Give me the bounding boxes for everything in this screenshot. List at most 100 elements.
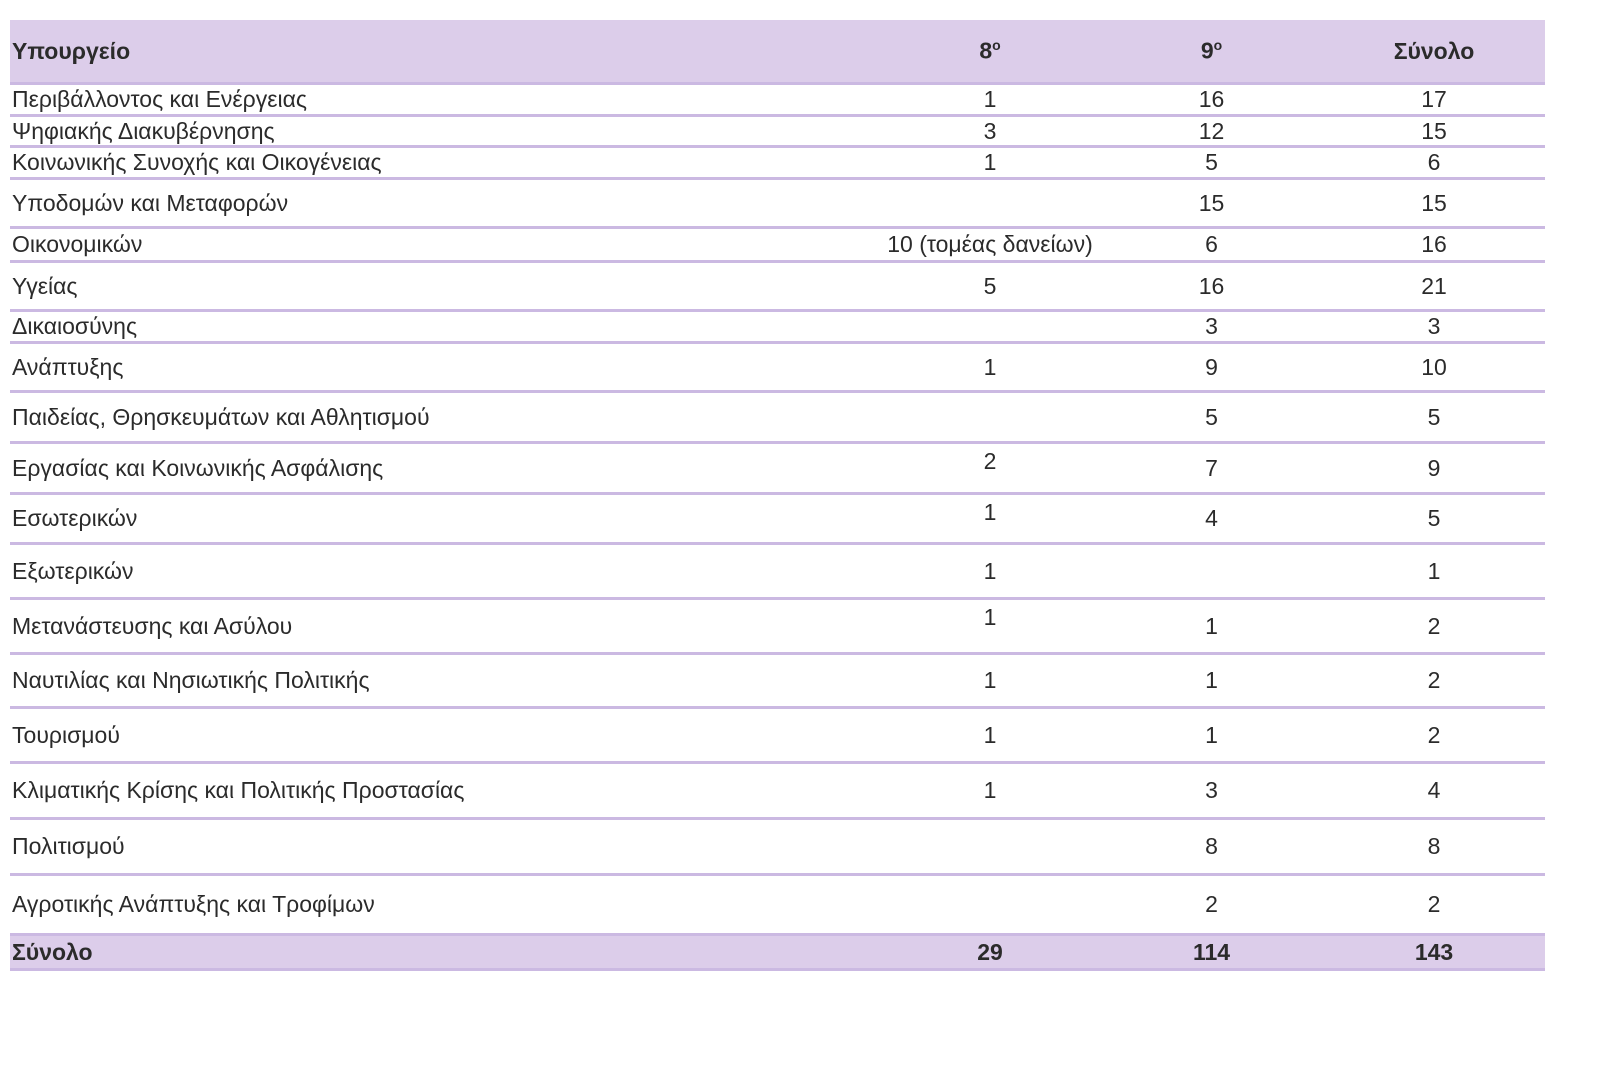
header-label: Υπουργείο (12, 37, 131, 64)
cell-9th: 16 (1100, 83, 1323, 117)
cell-ministry: Πολιτισμού (10, 818, 880, 876)
cell-total: 10 (1323, 342, 1545, 393)
table-row: Δικαιοσύνης 3 3 (10, 310, 1545, 344)
cell-ministry: Μετανάστευσης και Ασύλου (10, 598, 880, 655)
cell-ministry: Ανάπτυξης (10, 342, 880, 393)
header-sup: ο (1213, 37, 1223, 54)
cell-total: 17 (1323, 83, 1545, 117)
cell-ministry: Δικαιοσύνης (10, 310, 880, 344)
table-row: Οικονομικών 10 (τομέας δανείων) 6 16 (10, 227, 1545, 263)
cell-ministry: Περιβάλλοντος και Ενέργειας (10, 83, 880, 117)
cell-ministry: Εργασίας και Κοινωνικής Ασφάλισης (10, 442, 880, 495)
table-row: Ναυτιλίας και Νησιωτικής Πολιτικής 1 1 2 (10, 653, 1545, 709)
table-row: Εργασίας και Κοινωνικής Ασφάλισης 2 7 9 (10, 442, 1545, 495)
cell-9th: 6 (1100, 227, 1323, 263)
cell-ministry: Κλιματικής Κρίσης και Πολιτικής Προστασί… (10, 762, 880, 820)
cell-ministry: Εξωτερικών (10, 543, 880, 600)
cell-8th (880, 391, 1100, 444)
cell-8th: 1 (880, 707, 1100, 764)
cell-ministry: Υποδομών και Μεταφορών (10, 178, 880, 229)
total-8th: 29 (880, 933, 1100, 971)
cell-9th: 8 (1100, 818, 1323, 876)
table-row: Εξωτερικών 1 1 (10, 543, 1545, 600)
cell-9th: 2 (1100, 874, 1323, 936)
header-row: Υπουργείο 8ο 9ο Σύνολο (10, 20, 1545, 85)
cell-ministry: Κοινωνικής Συνοχής και Οικογένειας (10, 146, 880, 180)
cell-9th: 1 (1100, 707, 1323, 764)
total-9th: 114 (1100, 933, 1323, 971)
table-row: Κλιματικής Κρίσης και Πολιτικής Προστασί… (10, 762, 1545, 820)
ministry-table: Υπουργείο 8ο 9ο Σύνολο Περιβάλλοντος και… (10, 20, 1545, 971)
cell-9th: 4 (1100, 493, 1323, 545)
total-row: Σύνολο 29 114 143 (10, 933, 1545, 971)
cell-9th: 5 (1100, 146, 1323, 180)
cell-total: 2 (1323, 707, 1545, 764)
header-sup: ο (992, 37, 1001, 54)
cell-9th (1100, 543, 1323, 600)
cell-8th: 1 (880, 493, 1100, 545)
cell-ministry: Αγροτικής Ανάπτυξης και Τροφίμων (10, 874, 880, 936)
cell-ministry: Υγείας (10, 261, 880, 312)
table-row: Ανάπτυξης 1 9 10 (10, 342, 1545, 393)
table-row: Μετανάστευσης και Ασύλου 1 1 2 (10, 598, 1545, 655)
cell-9th: 12 (1100, 115, 1323, 148)
table-row: Πολιτισμού 8 8 (10, 818, 1545, 876)
cell-ministry: Οικονομικών (10, 227, 880, 263)
table-row: Αγροτικής Ανάπτυξης και Τροφίμων 2 2 (10, 874, 1545, 936)
table-row: Τουρισμού 1 1 2 (10, 707, 1545, 764)
cell-total: 2 (1323, 598, 1545, 655)
header-8th: 8ο (880, 20, 1100, 85)
cell-8th (880, 874, 1100, 936)
cell-8th: 1 (880, 598, 1100, 655)
cell-8th: 5 (880, 261, 1100, 312)
cell-8th: 1 (880, 342, 1100, 393)
cell-8th: 1 (880, 146, 1100, 180)
table-row: Υγείας 5 16 21 (10, 261, 1545, 312)
cell-ministry: Παιδείας, Θρησκευμάτων και Αθλητισμού (10, 391, 880, 444)
cell-total: 15 (1323, 115, 1545, 148)
cell-9th: 3 (1100, 310, 1323, 344)
cell-8th: 1 (880, 543, 1100, 600)
cell-ministry: Ψηφιακής Διακυβέρνησης (10, 115, 880, 148)
cell-8th: 3 (880, 115, 1100, 148)
cell-9th: 3 (1100, 762, 1323, 820)
cell-total: 21 (1323, 261, 1545, 312)
cell-9th: 1 (1100, 653, 1323, 709)
table-row: Κοινωνικής Συνοχής και Οικογένειας 1 5 6 (10, 146, 1545, 180)
table-row: Παιδείας, Θρησκευμάτων και Αθλητισμού 5 5 (10, 391, 1545, 444)
cell-9th: 15 (1100, 178, 1323, 229)
cell-9th: 7 (1100, 442, 1323, 495)
cell-8th: 1 (880, 762, 1100, 820)
cell-9th: 16 (1100, 261, 1323, 312)
cell-total: 3 (1323, 310, 1545, 344)
cell-8th (880, 818, 1100, 876)
cell-9th: 9 (1100, 342, 1323, 393)
cell-8th: 2 (880, 442, 1100, 495)
header-label: 9 (1200, 37, 1214, 64)
cell-total: 2 (1323, 653, 1545, 709)
table-row: Περιβάλλοντος και Ενέργειας 1 16 17 (10, 83, 1545, 117)
table-row: Υποδομών και Μεταφορών 15 15 (10, 178, 1545, 229)
cell-total: 9 (1323, 442, 1545, 495)
table-row: Εσωτερικών 1 4 5 (10, 493, 1545, 545)
total-label: Σύνολο (10, 933, 880, 971)
cell-9th: 1 (1100, 598, 1323, 655)
table-row: Ψηφιακής Διακυβέρνησης 3 12 15 (10, 115, 1545, 148)
cell-total: 1 (1323, 543, 1545, 600)
header-9th: 9ο (1100, 20, 1323, 85)
cell-total: 6 (1323, 146, 1545, 180)
cell-8th: 1 (880, 83, 1100, 117)
cell-total: 5 (1323, 493, 1545, 545)
cell-total: 16 (1323, 227, 1545, 263)
cell-total: 5 (1323, 391, 1545, 444)
header-label: Σύνολο (1393, 37, 1475, 64)
cell-ministry: Τουρισμού (10, 707, 880, 764)
cell-ministry: Ναυτιλίας και Νησιωτικής Πολιτικής (10, 653, 880, 709)
cell-9th: 5 (1100, 391, 1323, 444)
cell-total: 4 (1323, 762, 1545, 820)
cell-8th (880, 310, 1100, 344)
cell-8th: 1 (880, 653, 1100, 709)
header-total: Σύνολο (1323, 20, 1545, 85)
cell-8th: 10 (τομέας δανείων) (880, 227, 1100, 263)
cell-ministry: Εσωτερικών (10, 493, 880, 545)
